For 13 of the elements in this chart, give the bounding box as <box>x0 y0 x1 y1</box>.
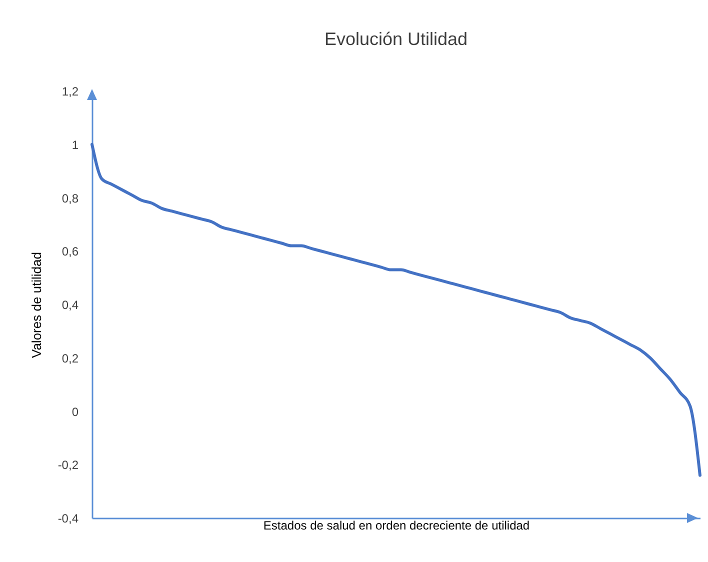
y-tick-label: 0,6 <box>62 244 79 259</box>
y-axis-title: Valores de utilidad <box>28 252 44 358</box>
chart-title: Evolución Utilidad <box>324 29 468 49</box>
y-tick-label: 0 <box>72 404 79 419</box>
y-tick-label: 1,2 <box>62 84 79 98</box>
y-tick-label: -0,4 <box>58 512 79 526</box>
y-tick-label: 0,8 <box>62 191 79 206</box>
y-tick-label: -0,2 <box>58 458 79 472</box>
x-axis-title: Estados de salud en orden decreciente de utilidad <box>263 518 530 532</box>
y-tick-label: 0,2 <box>62 351 79 366</box>
y-tick-label: 0,4 <box>62 298 79 312</box>
y-tick-label: 1 <box>72 138 79 152</box>
line-series <box>90 142 702 477</box>
